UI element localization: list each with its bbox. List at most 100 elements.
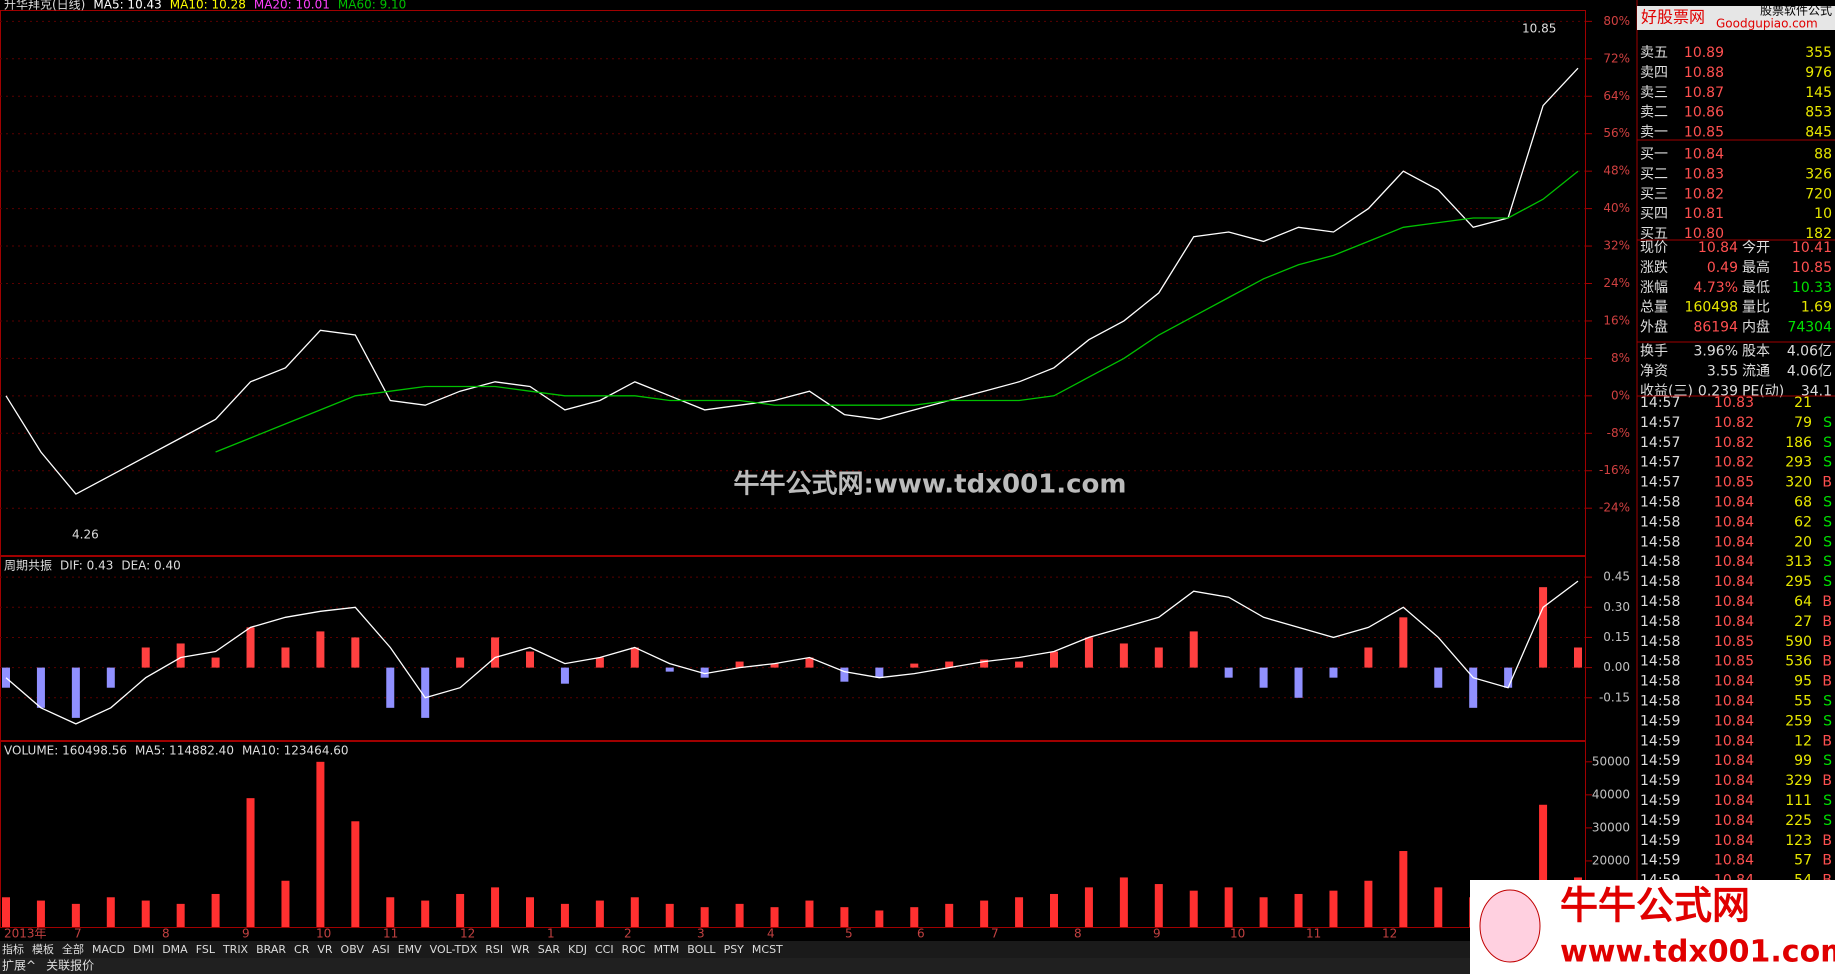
trade-time: 14:59 xyxy=(1640,753,1680,769)
bar xyxy=(945,903,954,927)
top-watermark-box xyxy=(1637,6,1835,30)
y-tick-label: 48% xyxy=(1603,164,1630,178)
y-tick-label: 40000 xyxy=(1592,787,1630,801)
bar xyxy=(735,661,744,668)
top-watermark-brand: 好股票网 xyxy=(1641,8,1705,27)
footer-tab[interactable]: 扩展^ xyxy=(2,959,36,973)
trade-price: 10.84 xyxy=(1714,594,1754,610)
ma-legend: MA10: 10.28 xyxy=(170,0,246,12)
book-label: 买一 xyxy=(1640,147,1668,163)
time-label: 6 xyxy=(917,927,925,941)
y-tick-label: 0.30 xyxy=(1603,600,1630,614)
indicator-tab[interactable]: EMV xyxy=(398,943,422,956)
bar xyxy=(421,667,430,718)
trade-price: 10.84 xyxy=(1714,833,1754,849)
indicator-tab[interactable]: SAR xyxy=(538,943,561,956)
indicator-tab[interactable]: ASI xyxy=(372,943,390,956)
indicator-tab[interactable]: 模板 xyxy=(32,942,54,956)
footer-tab[interactable]: 关联报价 xyxy=(46,958,94,973)
y-tick-label: 56% xyxy=(1603,126,1630,140)
bar xyxy=(526,897,534,927)
indicator-tab[interactable]: DMA xyxy=(162,943,188,956)
indicator-tab[interactable]: 全部 xyxy=(62,942,84,956)
trade-time: 14:57 xyxy=(1640,415,1680,431)
indicator-tab[interactable]: MCST xyxy=(752,943,783,956)
book-label: 卖三 xyxy=(1640,85,1668,101)
trade-price: 10.84 xyxy=(1714,534,1754,550)
quote-label: 净资 xyxy=(1640,363,1668,379)
indicator-tab[interactable]: OBV xyxy=(341,943,365,956)
indicator-tab[interactable]: DMI xyxy=(133,943,154,956)
y-tick-label: 24% xyxy=(1603,276,1630,290)
trade-price: 10.82 xyxy=(1714,415,1754,431)
trade-time: 14:59 xyxy=(1640,713,1680,729)
trade-time: 14:58 xyxy=(1640,674,1680,690)
panel-legend: DIF: 0.43 xyxy=(60,559,113,573)
indicator-tab[interactable]: ROC xyxy=(622,943,646,956)
indicator-tab[interactable]: CCI xyxy=(595,943,614,956)
indicator-tab[interactable]: TRIX xyxy=(222,943,249,956)
bar xyxy=(560,667,569,684)
book-label: 买二 xyxy=(1640,166,1668,182)
quote-value: 74304 xyxy=(1787,320,1832,336)
volume-panel-border xyxy=(0,741,1586,928)
indicator-tab[interactable]: CR xyxy=(294,943,310,956)
bar xyxy=(1539,587,1548,668)
y-tick-label: -24% xyxy=(1599,501,1630,515)
trade-volume: 590 xyxy=(1785,634,1812,650)
bar xyxy=(1084,637,1093,668)
indicator-tab[interactable]: VR xyxy=(317,943,333,956)
bar xyxy=(1294,667,1303,698)
bar xyxy=(106,897,115,927)
indicator-tab[interactable]: RSI xyxy=(485,943,503,956)
indicator-tab[interactable]: MTM xyxy=(654,943,680,956)
trade-volume: 55 xyxy=(1794,694,1812,710)
y-tick-label: 0.00 xyxy=(1603,660,1630,674)
trade-time: 14:57 xyxy=(1640,395,1680,411)
y-tick-label: -8% xyxy=(1607,426,1630,440)
trade-volume: 313 xyxy=(1785,554,1812,570)
trade-side: B xyxy=(1822,674,1832,690)
panel-title: 周期共振 xyxy=(4,559,52,573)
indicator-tab[interactable]: WR xyxy=(511,943,530,956)
book-price: 10.81 xyxy=(1684,206,1724,222)
bar xyxy=(875,667,884,678)
bar xyxy=(1119,877,1128,927)
indicator-tab[interactable]: VOL-TDX xyxy=(430,943,478,956)
trade-price: 10.82 xyxy=(1714,455,1754,471)
bar xyxy=(211,657,220,668)
book-price: 10.80 xyxy=(1684,226,1724,242)
indicator-tab[interactable]: BOLL xyxy=(687,943,716,956)
trade-volume: 259 xyxy=(1785,713,1812,729)
trade-price: 10.85 xyxy=(1714,634,1754,650)
indicator-tab[interactable]: MACD xyxy=(92,943,125,956)
indicator-tab[interactable]: 指标 xyxy=(2,942,24,956)
bar xyxy=(246,798,255,927)
bar xyxy=(2,897,10,927)
time-label: 7 xyxy=(74,927,82,941)
trade-volume: 20 xyxy=(1794,534,1812,550)
time-label: 10 xyxy=(316,927,331,941)
quote-label: 总量 xyxy=(1640,300,1668,316)
time-label: 2 xyxy=(624,927,632,941)
trade-side: S xyxy=(1823,574,1832,590)
trade-time: 14:59 xyxy=(1640,833,1680,849)
indicator-tab[interactable]: FSL xyxy=(196,943,216,956)
panel-legend: DEA: 0.40 xyxy=(121,559,180,573)
bar xyxy=(71,903,80,927)
indicator-tab[interactable]: KDJ xyxy=(568,943,587,956)
quote-label: 涨跌 xyxy=(1640,260,1668,276)
ma-legend: MA5: 10.43 xyxy=(93,0,161,12)
bar xyxy=(176,643,185,668)
trade-side: S xyxy=(1823,694,1832,710)
series-line xyxy=(215,170,1579,453)
indicator-tab[interactable]: PSY xyxy=(724,943,745,956)
book-volume: 853 xyxy=(1805,105,1832,121)
indicator-tab[interactable]: BRAR xyxy=(256,943,286,956)
bar xyxy=(1154,647,1163,668)
quote-value: 34.1 xyxy=(1801,383,1832,399)
bar xyxy=(735,903,744,927)
